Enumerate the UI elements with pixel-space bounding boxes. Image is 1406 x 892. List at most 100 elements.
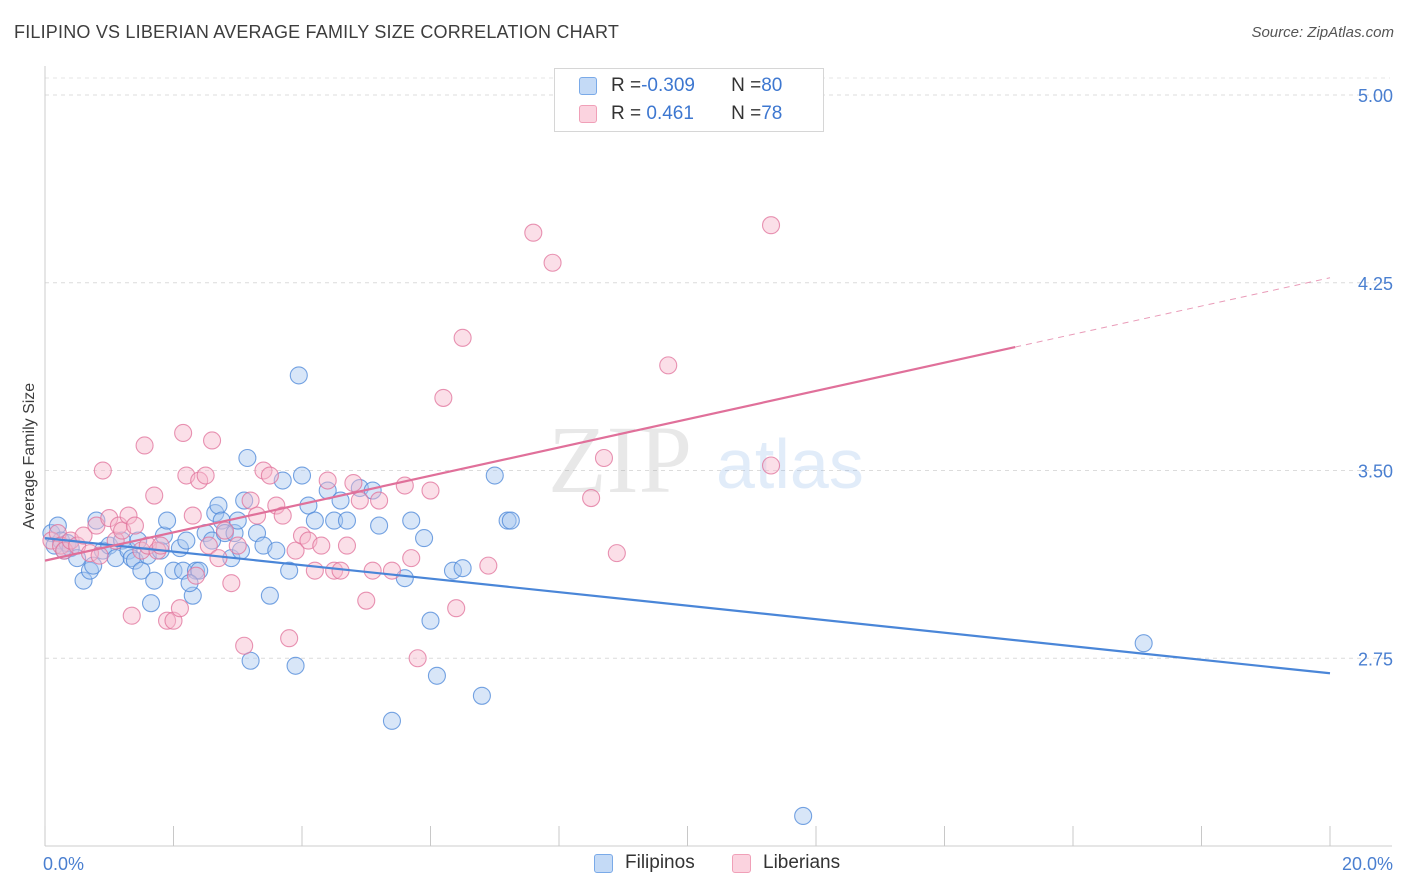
data-point xyxy=(582,488,601,508)
data-point xyxy=(453,559,472,578)
data-point xyxy=(292,466,312,485)
data-point xyxy=(382,561,402,580)
data-point xyxy=(402,549,421,568)
data-point xyxy=(325,561,344,580)
data-point xyxy=(312,536,331,555)
data-point xyxy=(180,574,199,593)
legend-n-label: N = xyxy=(731,103,762,124)
data-point xyxy=(305,511,324,530)
legend-r-label: R = xyxy=(611,75,642,96)
data-point xyxy=(524,223,543,242)
data-point xyxy=(415,529,434,548)
watermark-atlas: atlas xyxy=(716,425,864,503)
y-tick-label: 2.75 xyxy=(1358,649,1393,669)
data-point xyxy=(337,511,357,530)
data-point xyxy=(357,591,376,610)
data-point xyxy=(203,431,222,450)
trend-line-extrapolated xyxy=(1015,277,1331,348)
x-tick-label: 0.0% xyxy=(43,854,84,874)
data-point xyxy=(273,506,292,525)
data-point xyxy=(363,561,382,580)
data-point xyxy=(209,549,228,568)
data-point xyxy=(337,536,357,555)
data-point xyxy=(607,544,626,563)
legend-n-value: 80 xyxy=(761,75,783,96)
data-point xyxy=(145,486,164,505)
data-point xyxy=(485,466,504,485)
data-point xyxy=(299,496,318,515)
series-label-liberians: Liberians xyxy=(763,852,841,873)
data-point xyxy=(199,536,218,555)
watermark: ZIP atlas xyxy=(548,406,864,513)
data-point xyxy=(119,506,138,525)
data-point xyxy=(421,611,440,630)
data-point xyxy=(190,561,209,580)
legend-row-liberians: R = 0.461 N = 78 xyxy=(579,100,782,128)
data-point xyxy=(344,473,363,493)
series-swatch-liberians xyxy=(732,853,751,873)
series-legend-filipinos[interactable]: Filipinos xyxy=(594,852,695,874)
data-point xyxy=(109,516,128,535)
data-point xyxy=(135,436,154,455)
legend-n-label: N = xyxy=(731,75,762,96)
legend-row-filipinos: R = -0.309 N = 80 xyxy=(579,72,782,100)
data-point xyxy=(427,666,446,685)
data-point xyxy=(100,509,119,528)
y-tick-label: 3.50 xyxy=(1358,462,1393,482)
legend-swatch-filipinos xyxy=(579,77,597,95)
data-point xyxy=(241,491,260,510)
data-point xyxy=(434,388,453,407)
data-point xyxy=(280,561,299,580)
series-legend: Filipinos Liberians xyxy=(0,852,1406,878)
data-point xyxy=(141,594,161,613)
data-point xyxy=(260,466,279,485)
legend-n-value: 78 xyxy=(761,103,783,124)
data-point xyxy=(761,456,781,475)
data-point xyxy=(280,629,299,648)
data-point xyxy=(145,571,164,590)
y-tick-label: 5.00 xyxy=(1358,86,1393,106)
data-point xyxy=(421,481,440,500)
data-point xyxy=(241,651,260,670)
data-point xyxy=(52,536,71,555)
data-point xyxy=(174,423,193,443)
data-point xyxy=(158,511,177,530)
data-point xyxy=(370,491,389,510)
data-point xyxy=(594,448,614,468)
data-point xyxy=(402,511,421,530)
data-point xyxy=(318,471,337,490)
data-point xyxy=(235,491,254,510)
y-axis-label: Average Family Size xyxy=(21,383,38,530)
data-point xyxy=(382,711,402,730)
data-point xyxy=(453,328,472,347)
data-point xyxy=(325,511,344,530)
data-point xyxy=(186,566,206,585)
data-point xyxy=(267,541,286,560)
series-swatch-filipinos xyxy=(594,853,613,873)
data-point xyxy=(228,536,247,555)
series-legend-liberians[interactable]: Liberians xyxy=(732,852,840,874)
chart-source: Source: ZipAtlas.com xyxy=(1251,24,1394,41)
data-point xyxy=(286,541,305,560)
stats-legend: R = -0.309 N = 80 R = 0.461 N = 78 xyxy=(554,68,824,132)
legend-r-value: -0.309 xyxy=(641,75,695,96)
data-point xyxy=(196,466,215,485)
data-point xyxy=(122,549,141,568)
data-point xyxy=(90,546,109,565)
y-tick-label: 4.25 xyxy=(1358,274,1393,294)
trend-line xyxy=(44,345,1016,562)
data-point xyxy=(222,574,241,593)
data-point xyxy=(132,561,151,580)
tick-labels: 5.00 4.25 3.50 2.75 0.0% 20.0% xyxy=(43,86,1393,874)
data-point xyxy=(1134,634,1153,653)
legend-r-value: 0.461 xyxy=(641,103,694,124)
data-point xyxy=(501,511,520,530)
trend-line xyxy=(44,537,1331,675)
series-label-filipinos: Filipinos xyxy=(625,852,695,873)
data-point xyxy=(761,216,781,235)
data-point xyxy=(659,356,678,375)
chart-title: FILIPINO VS LIBERIAN AVERAGE FAMILY SIZE… xyxy=(14,22,620,42)
data-point xyxy=(125,516,144,535)
data-point xyxy=(158,611,177,630)
